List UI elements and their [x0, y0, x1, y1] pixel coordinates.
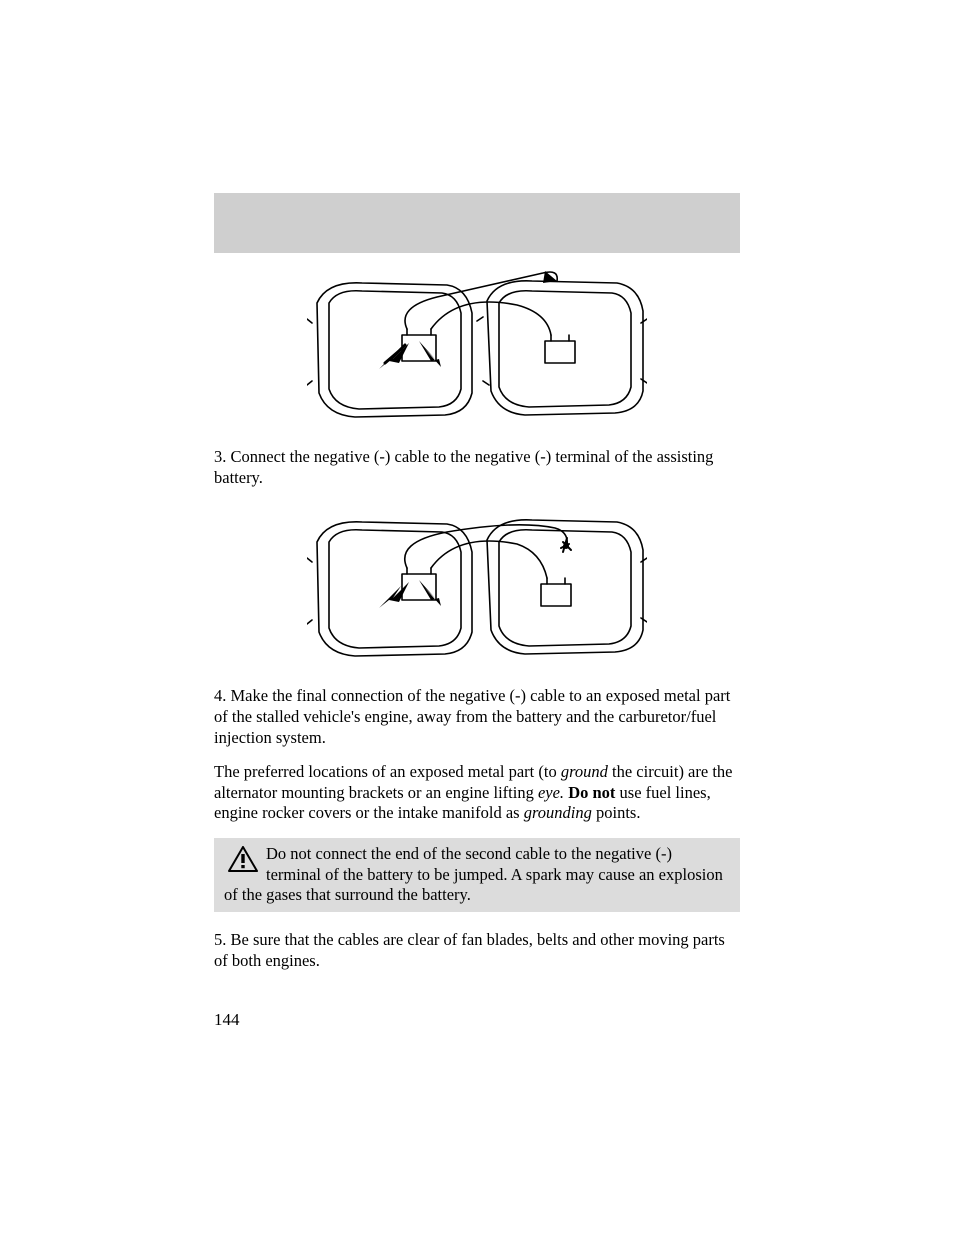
- jumper-cable-diagram-2: [307, 502, 647, 672]
- text-fragment: The preferred locations of an exposed me…: [214, 762, 561, 781]
- preferred-locations-text: The preferred locations of an exposed me…: [214, 762, 740, 824]
- warning-callout: Do not connect the end of the second cab…: [214, 838, 740, 912]
- warning-triangle-icon: [228, 846, 258, 872]
- step-5-text: 5. Be sure that the cables are clear of …: [214, 930, 740, 971]
- italic-ground: ground: [561, 762, 608, 781]
- text-fragment: ) cable to the negative (: [385, 447, 540, 466]
- page-number: 144: [214, 1010, 240, 1030]
- jumper-cable-diagram-1: [307, 263, 647, 433]
- italic-grounding: grounding: [524, 803, 592, 822]
- text-fragment: 3. Connect the negative (: [214, 447, 379, 466]
- step-4-text: 4. Make the final connection of the nega…: [214, 686, 740, 748]
- bold-do-not: Do not: [568, 783, 615, 802]
- step-3-text: 3. Connect the negative (-) cable to the…: [214, 447, 740, 488]
- text-fragment: 4. Make the final connection of the nega…: [214, 686, 515, 705]
- italic-eye: eye.: [538, 783, 564, 802]
- page: 3. Connect the negative (-) cable to the…: [0, 0, 954, 1235]
- text-fragment: points.: [592, 803, 641, 822]
- warning-text-fragment: Do not connect the end of the second cab…: [266, 844, 661, 863]
- header-banner: [214, 193, 740, 253]
